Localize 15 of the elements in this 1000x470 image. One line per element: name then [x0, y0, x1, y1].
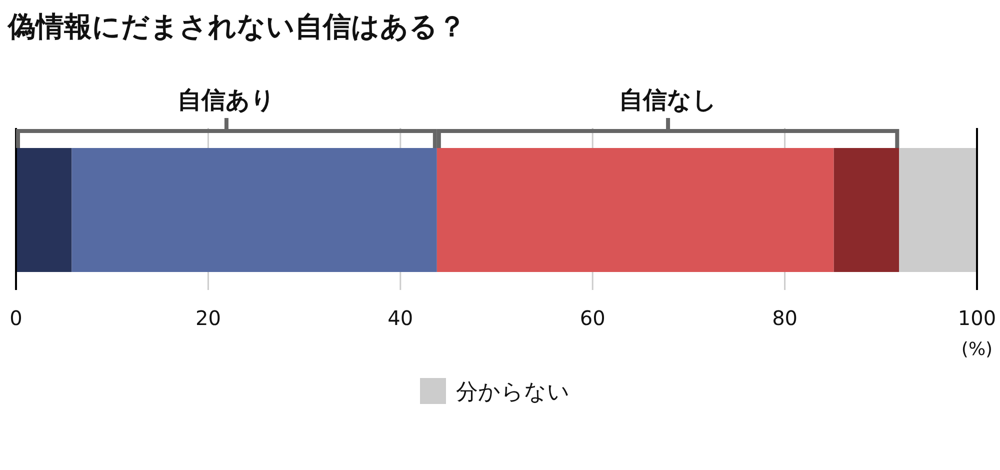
x-tick-label: 0 — [10, 306, 22, 330]
x-tick-label: 20 — [195, 306, 221, 330]
legend-label: 分からない — [456, 380, 570, 405]
bar — [899, 148, 977, 272]
legend: 分からない — [420, 378, 570, 405]
x-tick-label: 60 — [580, 306, 606, 330]
text: 自信あり — [177, 86, 276, 114]
bar — [16, 148, 72, 272]
x-tick-label: 80 — [772, 306, 798, 330]
x-axis-title: (%) — [961, 339, 993, 360]
chart-title: 偽情報にだまされない自信はある？ — [7, 10, 466, 43]
x-tick-label: 40 — [388, 306, 414, 330]
text: 自信なし — [619, 86, 718, 114]
bar — [834, 148, 900, 272]
x-tick-label: 100 — [958, 306, 996, 330]
